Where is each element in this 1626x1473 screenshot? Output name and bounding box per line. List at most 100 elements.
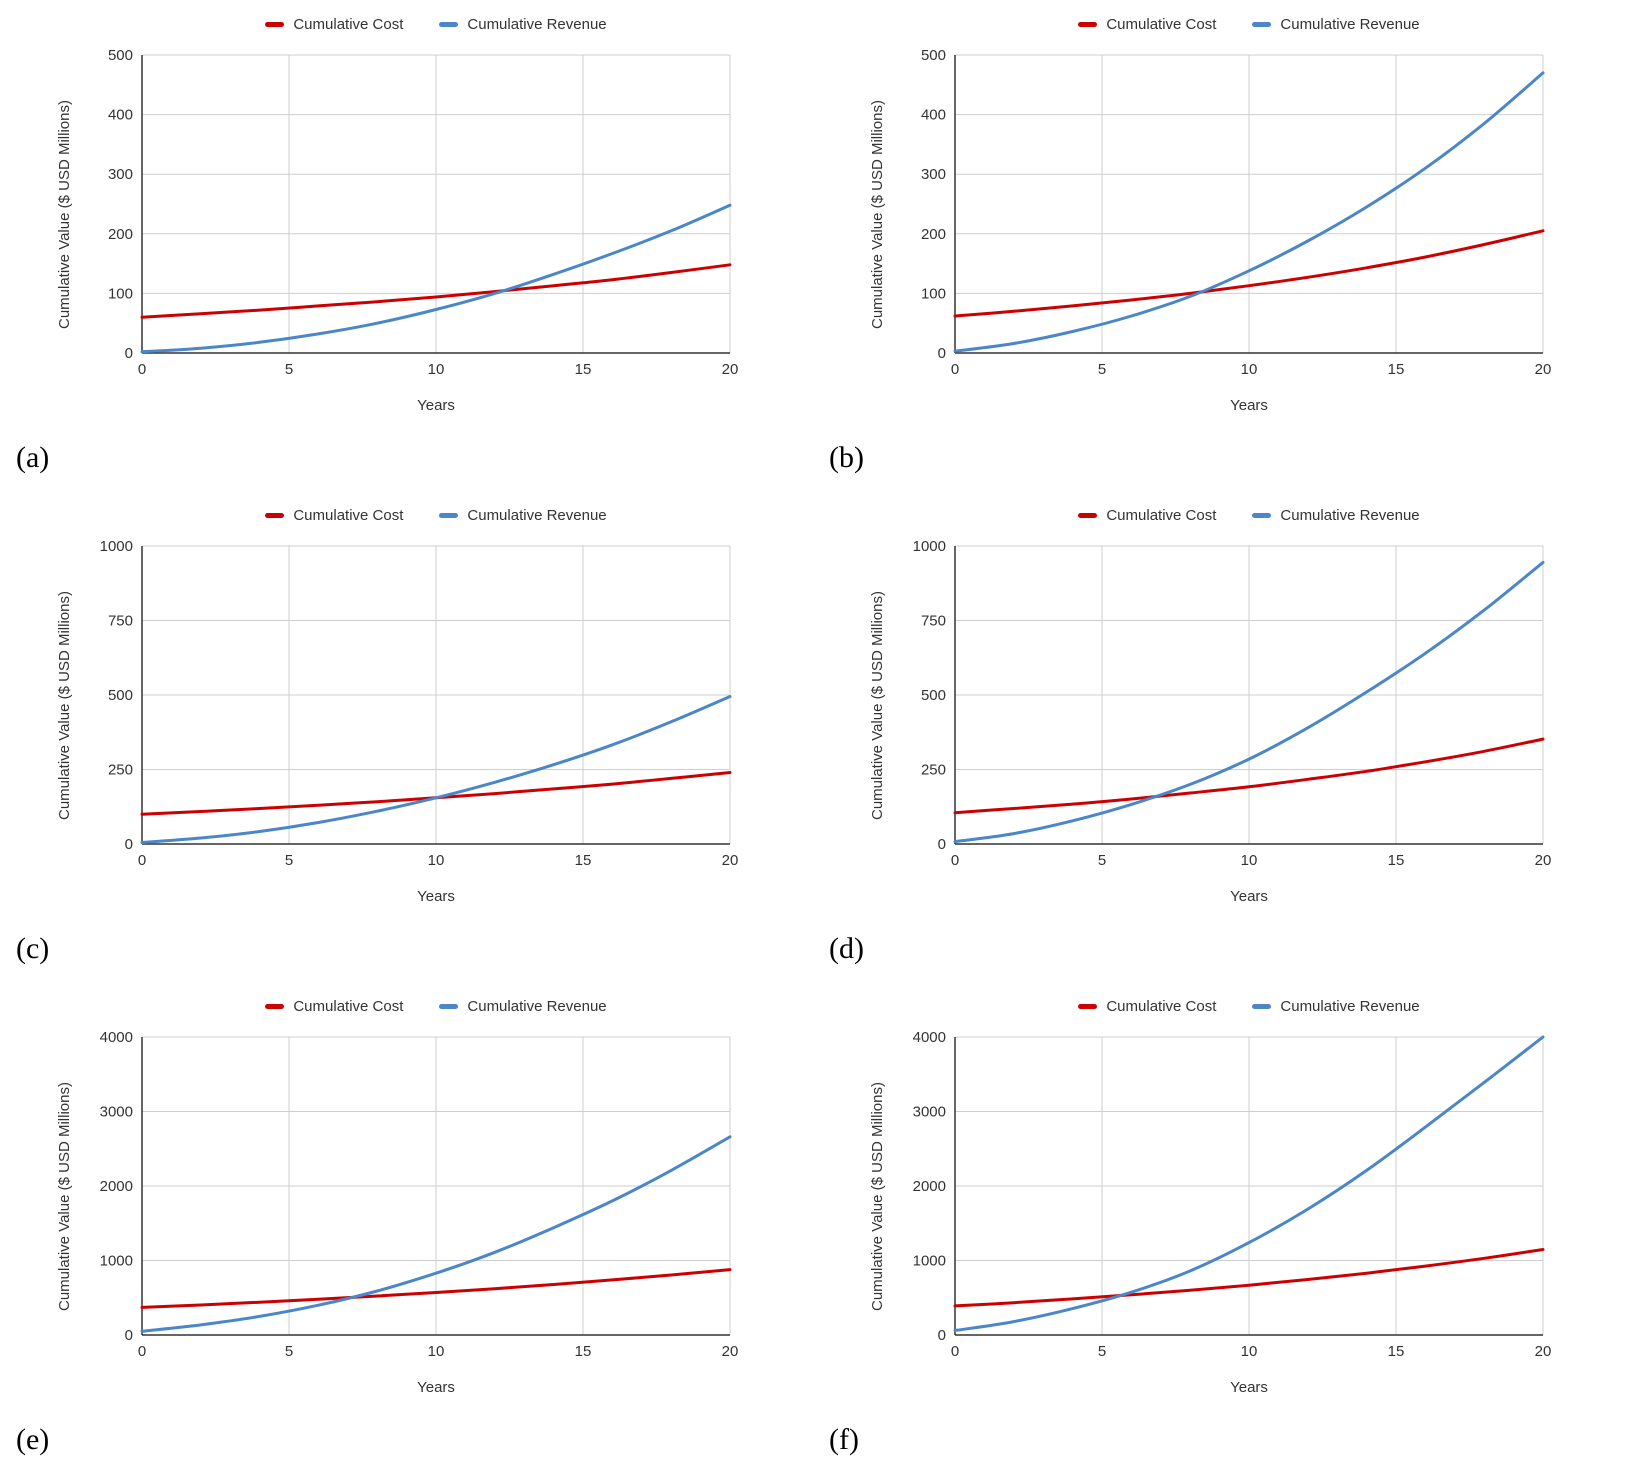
- x-tick-label: 0: [138, 1343, 146, 1360]
- y-tick-label: 750: [108, 613, 133, 630]
- cumulative-revenue-line: [140, 203, 732, 354]
- y-axis-title: Cumulative Value ($ USD Millions): [56, 100, 73, 330]
- revenue-swatch-icon: [439, 1004, 459, 1009]
- y-tick-label: 1000: [913, 1253, 946, 1270]
- y-tick-label: 100: [921, 285, 946, 302]
- plot-row: Cumulative Value ($ USD Millions) 0 5 10 15…: [869, 45, 1626, 385]
- chart-legend: Cumulative Cost Cumulative Revenue: [142, 998, 730, 1015]
- legend-label-revenue: Cumulative Revenue: [1280, 507, 1420, 524]
- x-tick-label: 10: [428, 361, 445, 378]
- y-tick-label: 1000: [913, 538, 946, 555]
- line-chart: 0 5 10 15 20 0 250 500 750 1000: [913, 538, 1552, 869]
- x-tick-label: 0: [951, 852, 959, 869]
- line-chart: 0 5 10 15 20 0 1000 2000 3000 4000: [100, 1029, 739, 1360]
- legend-item-cost: Cumulative Cost: [1078, 16, 1216, 33]
- cost-swatch-icon: [1078, 513, 1098, 518]
- y-axis-title: Cumulative Value ($ USD Millions): [869, 1082, 886, 1312]
- x-tick-label: 5: [1098, 1343, 1106, 1360]
- panel-label: (f): [829, 1423, 859, 1456]
- legend-label-revenue: Cumulative Revenue: [467, 998, 607, 1015]
- y-tick-label: 400: [921, 107, 946, 124]
- legend-label-cost: Cumulative Cost: [1106, 507, 1217, 524]
- x-tick-label: 15: [1388, 852, 1405, 869]
- x-tick-label: 20: [1535, 852, 1552, 869]
- x-tick-label: 5: [285, 361, 293, 378]
- chart-panel-f: Cumulative Cost Cumulative Revenue Cumul…: [813, 982, 1626, 1473]
- x-tick-label: 20: [722, 852, 739, 869]
- y-tick-label: 0: [938, 836, 946, 853]
- chart-panel-e: Cumulative Cost Cumulative Revenue Cumul…: [0, 982, 813, 1473]
- legend-label-cost: Cumulative Cost: [1106, 16, 1217, 33]
- x-tick-label: 10: [428, 852, 445, 869]
- y-axis-title: Cumulative Value ($ USD Millions): [869, 591, 886, 821]
- y-tick-label: 250: [108, 762, 133, 779]
- plot-row: Cumulative Value ($ USD Millions) 0 5 10 15…: [869, 1027, 1626, 1367]
- x-axis-title: Years: [1230, 397, 1268, 414]
- y-tick-label: 500: [108, 47, 133, 64]
- x-tick-label: 20: [1535, 361, 1552, 378]
- legend-label-revenue: Cumulative Revenue: [1280, 998, 1420, 1015]
- y-tick-label: 300: [108, 166, 133, 183]
- chart-legend: Cumulative Cost Cumulative Revenue: [955, 998, 1543, 1015]
- cumulative-cost-line: [140, 1268, 732, 1309]
- x-tick-label: 20: [722, 361, 739, 378]
- x-tick-label: 20: [722, 1343, 739, 1360]
- legend-item-cost: Cumulative Cost: [265, 507, 403, 524]
- x-tick-label: 15: [575, 1343, 592, 1360]
- y-tick-label: 500: [921, 47, 946, 64]
- x-tick-label: 0: [951, 1343, 959, 1360]
- legend-label-revenue: Cumulative Revenue: [467, 507, 607, 524]
- panel-label: (a): [16, 441, 50, 474]
- cumulative-revenue-line: [953, 71, 1545, 353]
- y-tick-label: 400: [108, 107, 133, 124]
- y-tick-label: 4000: [100, 1029, 133, 1046]
- revenue-swatch-icon: [1252, 513, 1272, 518]
- panel-label: (e): [16, 1423, 50, 1456]
- chart-panel-c: Cumulative Cost Cumulative Revenue Cumul…: [0, 491, 813, 982]
- line-chart: 0 5 10 15 20 0 1000 2000 3000 4000: [913, 1029, 1552, 1360]
- plot-row: Cumulative Value ($ USD Millions) 0 5 10 15…: [56, 45, 813, 385]
- y-tick-label: 100: [108, 285, 133, 302]
- x-tick-label: 0: [138, 852, 146, 869]
- y-tick-label: 2000: [913, 1178, 946, 1195]
- cumulative-revenue-line: [953, 560, 1545, 844]
- cost-swatch-icon: [1078, 1004, 1098, 1009]
- y-tick-label: 0: [125, 345, 133, 362]
- y-tick-label: 300: [921, 166, 946, 183]
- cost-swatch-icon: [265, 1004, 285, 1009]
- chart-legend: Cumulative Cost Cumulative Revenue: [955, 16, 1543, 33]
- cumulative-cost-line: [953, 737, 1545, 815]
- panel-label: (c): [16, 932, 50, 965]
- plot-row: Cumulative Value ($ USD Millions) 0 5 10 15…: [56, 1027, 813, 1367]
- y-tick-label: 0: [125, 836, 133, 853]
- legend-item-cost: Cumulative Cost: [1078, 507, 1216, 524]
- y-tick-label: 750: [921, 613, 946, 630]
- y-tick-label: 2000: [100, 1178, 133, 1195]
- chart-legend: Cumulative Cost Cumulative Revenue: [142, 507, 730, 524]
- x-tick-label: 15: [575, 361, 592, 378]
- cost-swatch-icon: [265, 22, 285, 27]
- x-tick-label: 5: [285, 1343, 293, 1360]
- plot-row: Cumulative Value ($ USD Millions) 0 5 10 15…: [56, 536, 813, 876]
- x-axis-title: Years: [417, 397, 455, 414]
- panel-label: (d): [829, 932, 864, 965]
- y-tick-label: 1000: [100, 538, 133, 555]
- y-tick-label: 0: [938, 1327, 946, 1344]
- x-tick-label: 15: [1388, 361, 1405, 378]
- cumulative-revenue-line: [140, 695, 732, 844]
- y-axis-title: Cumulative Value ($ USD Millions): [56, 591, 73, 821]
- cumulative-cost-line: [140, 263, 732, 319]
- legend-item-revenue: Cumulative Revenue: [439, 16, 607, 33]
- legend-item-revenue: Cumulative Revenue: [1252, 998, 1420, 1015]
- x-tick-label: 10: [1241, 361, 1258, 378]
- legend-label-cost: Cumulative Cost: [293, 507, 404, 524]
- y-tick-label: 4000: [913, 1029, 946, 1046]
- y-tick-label: 500: [921, 687, 946, 704]
- legend-item-revenue: Cumulative Revenue: [439, 998, 607, 1015]
- legend-item-cost: Cumulative Cost: [265, 16, 403, 33]
- plot-row: Cumulative Value ($ USD Millions) 0 5 10 15…: [869, 536, 1626, 876]
- x-tick-label: 15: [575, 852, 592, 869]
